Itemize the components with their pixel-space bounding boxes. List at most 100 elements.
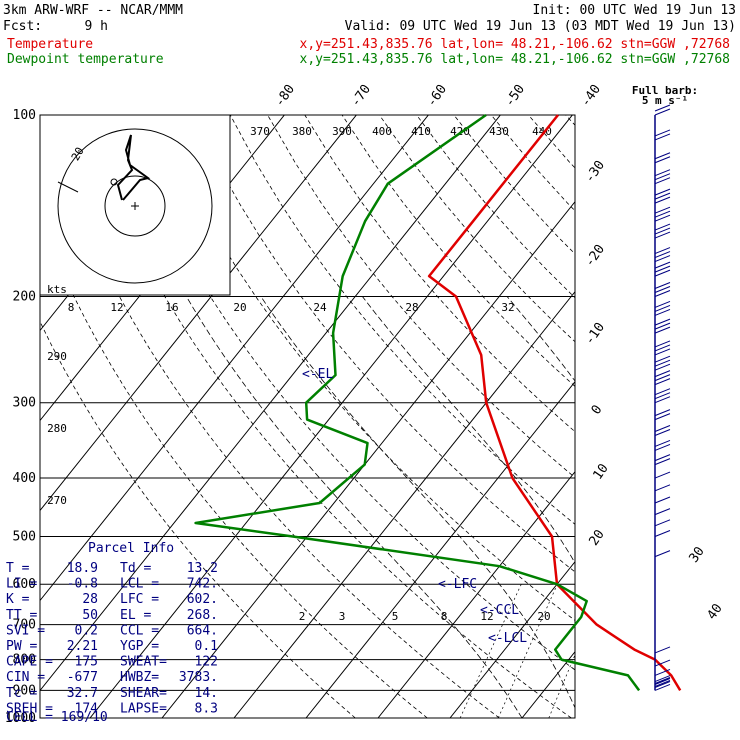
wind-barb [654,318,671,326]
wind-barb [654,683,671,691]
hodograph-ring [104,175,166,237]
parcel-cell: SWEAT= [120,655,167,670]
adiabat-label: 290 [47,350,67,363]
wind-barb [654,359,671,367]
temperature-tick-label: -20 [582,242,608,270]
hodograph-ring-label: 20 [69,145,87,163]
mixing-ratio-line [598,584,652,718]
wind-barb [654,251,671,259]
theta-label: 400 [372,125,392,138]
parcel-cell: 2.21 [67,639,98,654]
adiabat-label: 280 [47,422,67,435]
wind-barb [654,104,671,112]
dry-adiabat [155,115,575,621]
speed-tick-label: 28 [405,301,418,314]
temperature-line [427,114,682,692]
parcel-cell: Tc = [6,686,37,701]
temperature-tick-label: -60 [424,82,450,110]
wind-barb [654,668,671,676]
isotherm [40,115,501,692]
temperature-tick-label: -10 [582,320,608,348]
temperature-tick-label: 30 [686,544,707,565]
dry-adiabat [341,115,575,387]
parcel-cell: 664. [187,623,218,638]
wind-barb [654,227,671,235]
wind-barb [654,413,671,421]
hodograph-trace [116,134,151,201]
parcel-cell: -0.8 [67,577,98,592]
wind-barb [654,152,671,160]
barb-legend-line2: 5 m s⁻¹ [642,94,688,107]
pressure-tick-label: 700 [13,618,36,633]
parcel-cell: PW = [6,639,37,654]
wind-barb [654,678,671,685]
hodograph-start [110,178,118,186]
wind-barb [654,156,671,164]
parcel-info-title: Parcel Info [88,541,174,556]
speed-tick-label: 8 [68,301,75,314]
valid-time: Valid: 09 UTC Wed 19 Jun 13 (03 MDT Wed … [345,19,736,34]
wind-barb [654,679,671,687]
parcel-cell: CAPE = [6,655,53,670]
speed-tick-label: 32 [501,301,514,314]
parcel-cell: T = [6,561,30,576]
hodograph [39,114,231,296]
parcel-cell: EL = [120,608,151,623]
wind-barb [654,454,671,462]
moist-adiabat [362,296,575,564]
pressure-tick-label: 100 [13,108,36,123]
mixing-ratio-label: 12 [480,610,493,623]
parcel-cell: -677 [67,670,98,685]
mixing-ratio-line [700,584,740,718]
wind-barb [654,646,671,654]
dry-adiabat [715,115,740,718]
parcel-cell: 14. [195,686,218,701]
ccl-marker: <-CCL [480,603,519,618]
wind-barb [654,231,671,239]
theta-label: 380 [292,125,312,138]
mixing-ratio-label: 5 [392,610,399,623]
theta-label: 390 [332,125,352,138]
parcel-cell: 742. [187,577,218,592]
parcel-cell: 0.2 [75,623,98,638]
wind-barb [654,659,671,667]
temperature-tick-label: 40 [704,601,725,622]
wind-barb [654,508,671,516]
wind-barb [654,484,671,492]
wind-barb [654,519,671,527]
isotherm [40,115,357,512]
wind-barb [654,108,671,116]
wind-barb [654,206,671,214]
parcel-cell: YGP = [120,639,159,654]
wind-barb [654,177,671,185]
model-title: 3km ARW-WRF -- NCAR/MMM [3,3,183,18]
parcel-cell: SVI = [6,623,45,638]
grid-lines [40,115,740,718]
wind-barb [654,681,671,688]
parcel-cell: 18.9 [67,561,98,576]
wind-barb [654,409,671,417]
dry-adiabat [603,115,740,718]
hodograph-ring [57,128,213,284]
wind-barb [654,129,671,137]
wind-barb [654,355,671,363]
wind-barb [654,192,671,200]
mixing-ratio-label: 8 [441,610,448,623]
wind-barb [654,396,671,404]
pressure-tick-label: 200 [13,290,36,305]
el-marker: <-EL [302,367,333,382]
parcel-cell: HWBZ= [120,670,159,685]
dry-adiabat [43,115,500,718]
wind-barb [654,344,671,352]
parcel-cell: CIN = [6,670,45,685]
parcel-cell: SREH = [6,701,53,716]
temperature-tick-label: 0 [589,402,606,417]
dry-adiabat [528,115,575,169]
wind-barb [654,340,671,348]
wind-barb [654,370,671,378]
wind-barb [654,675,671,682]
wind-barb [654,443,671,451]
parcel-cell: 602. [187,592,218,607]
wind-barb [654,677,671,684]
dry-adiabat [267,115,575,479]
